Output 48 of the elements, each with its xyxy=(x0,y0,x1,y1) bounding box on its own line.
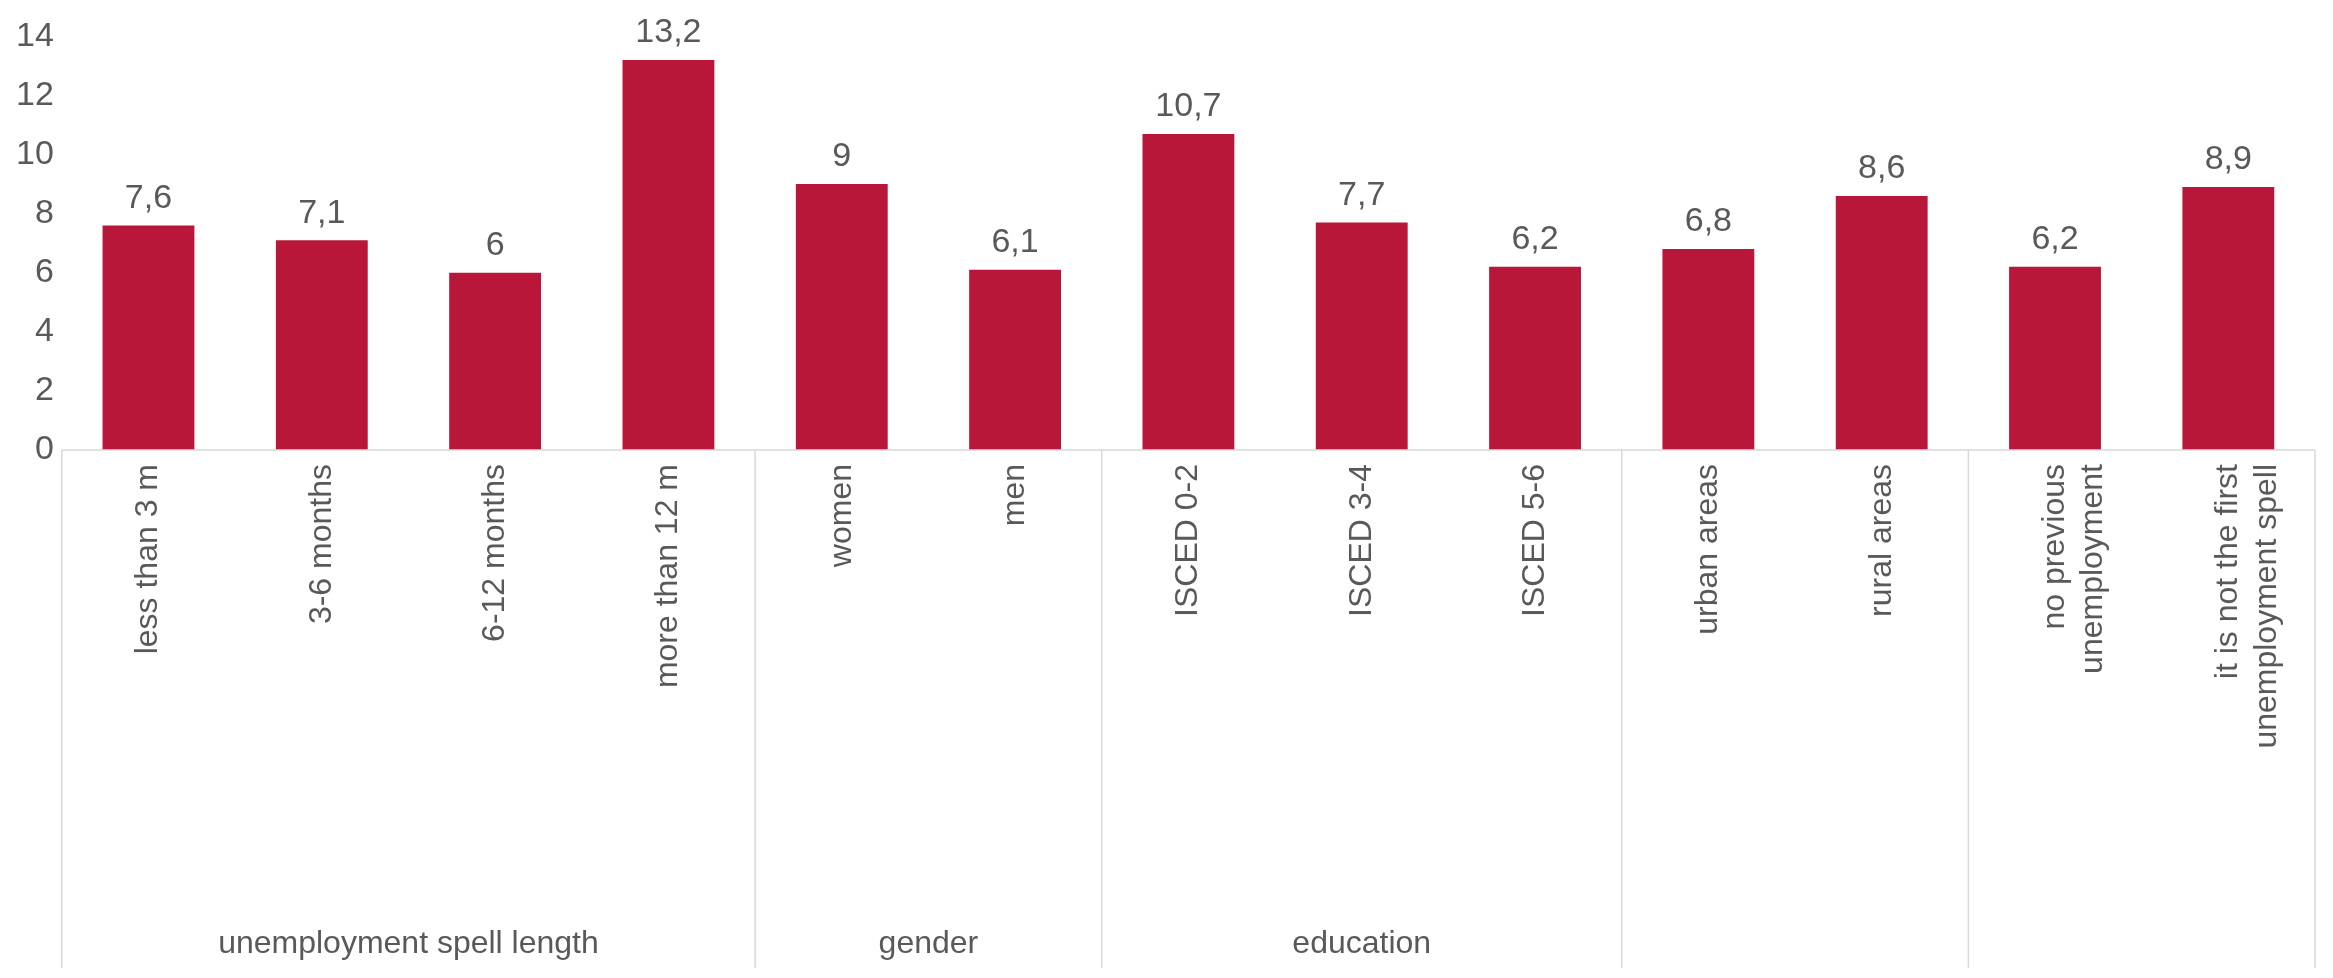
y-tick-label: 10 xyxy=(15,132,54,171)
y-tick-label: 6 xyxy=(34,251,54,290)
data-label: 6,8 xyxy=(1684,200,1733,239)
bar xyxy=(2182,187,2275,450)
x-tick-label: ISCED 0-2 xyxy=(1168,464,1205,617)
x-tick-label: women xyxy=(821,464,858,569)
x-tick-label: ISCED 3-4 xyxy=(1341,464,1378,617)
data-label: 10,7 xyxy=(1155,85,1222,124)
bar xyxy=(795,184,888,450)
x-tick-label: ISCED 5-6 xyxy=(1514,464,1551,617)
bar xyxy=(2009,266,2101,450)
data-label: 9 xyxy=(832,135,852,174)
y-tick-label: 8 xyxy=(34,192,54,231)
y-tick-label: 12 xyxy=(15,73,54,112)
text: education xyxy=(1292,923,1432,960)
bar xyxy=(1662,249,1755,450)
x-tick-label: rural areas xyxy=(1861,464,1898,617)
bar xyxy=(449,272,542,450)
data-label: 6,1 xyxy=(991,221,1039,260)
data-label: 6,2 xyxy=(2031,218,2079,257)
data-label: 6 xyxy=(485,224,505,263)
x-tick-label: men xyxy=(994,464,1031,527)
data-label: 6,2 xyxy=(1511,218,1559,257)
data-label: 8,6 xyxy=(1858,147,1906,186)
y-tick-label: 4 xyxy=(34,310,54,349)
data-label: 7,7 xyxy=(1338,173,1386,212)
bar xyxy=(969,269,1062,450)
y-tick-label: 0 xyxy=(34,428,54,467)
bar xyxy=(1315,222,1408,450)
bar xyxy=(1489,266,1581,450)
x-tick-label: 3-6 months xyxy=(301,464,338,625)
bar xyxy=(102,225,195,450)
x-tick-label: less than 3 m xyxy=(128,464,165,655)
data-label: 7,6 xyxy=(124,176,173,215)
bar xyxy=(1835,195,1928,450)
text: gender xyxy=(878,923,979,960)
bar xyxy=(275,240,368,450)
data-label: 7,1 xyxy=(298,191,346,230)
x-tick-label: urban areas xyxy=(1688,464,1725,635)
y-tick-label: 2 xyxy=(34,369,54,408)
bar xyxy=(622,60,715,450)
data-label: 13,2 xyxy=(635,11,702,50)
bar xyxy=(1142,133,1235,450)
data-label: 8,9 xyxy=(2204,138,2252,177)
x-tick-label: more than 12 m xyxy=(648,464,685,689)
x-tick-label: 6-12 months xyxy=(474,464,511,642)
y-tick-label: 14 xyxy=(15,14,54,53)
text: unemployment spell length xyxy=(218,923,599,960)
